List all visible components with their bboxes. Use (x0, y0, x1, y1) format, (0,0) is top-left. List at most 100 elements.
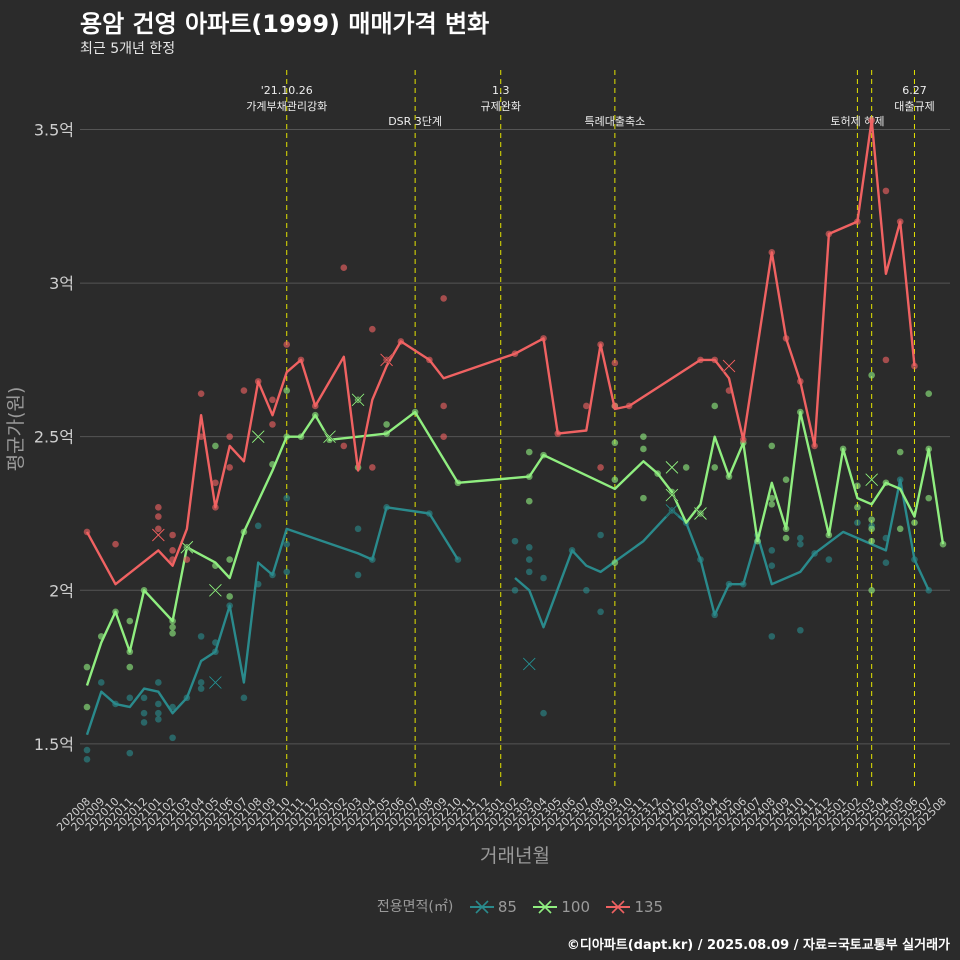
point-135-13 (226, 433, 233, 440)
point-85-55 (768, 562, 776, 570)
point-85-0 (83, 746, 91, 754)
legend-item-135: 135 (606, 898, 663, 916)
source-caption: ©디아파트(dapt.kr) / 2025.08.09 / 자료=국토교통부 실… (566, 938, 950, 953)
point-85-23 (254, 522, 262, 530)
legend-label-135: 135 (634, 898, 664, 916)
point-100-0 (83, 663, 91, 671)
event-label-2-0: 1.3 (492, 84, 510, 97)
point-100-67 (896, 525, 904, 533)
event-label-6-1: 대출규제 (894, 100, 934, 113)
cross-marker-100-4 (351, 393, 365, 407)
point-85-39 (525, 568, 533, 576)
cross-stroke-d (722, 359, 736, 373)
cross-stroke-d (665, 461, 679, 474)
point-135-35 (583, 402, 590, 410)
point-100-49 (768, 442, 776, 450)
y-tick-label-1: 2억 (49, 581, 74, 600)
point-135-7 (169, 547, 176, 554)
point-85-12 (155, 716, 162, 723)
point-85-41 (540, 709, 547, 717)
legend: 전용면적(㎡) 85 100 135 (0, 896, 960, 916)
point-135-17 (269, 396, 276, 404)
point-100-59 (854, 504, 861, 511)
point-135-9 (197, 390, 205, 397)
cross-stroke-d (251, 430, 265, 444)
point-85-38 (525, 556, 533, 563)
event-label-3-0: 특례대출축소 (584, 115, 645, 128)
cross-marker-135-0 (151, 528, 165, 542)
point-100-44 (711, 402, 719, 410)
series-line-85-1 (514, 478, 930, 629)
cross-marker-100-3 (323, 430, 337, 444)
point-100-61 (868, 516, 875, 523)
point-85-44 (597, 531, 604, 539)
point-100-33 (611, 439, 619, 447)
point-85-64 (882, 559, 890, 566)
point-85-4 (126, 749, 134, 757)
cross-stroke-d (865, 473, 879, 487)
cross-stroke-d (380, 353, 393, 367)
point-135-6 (169, 531, 176, 539)
point-85-53 (768, 547, 776, 554)
point-135-19 (283, 341, 291, 348)
series-line-100-0 (85, 410, 945, 686)
cross-marker-100-0 (180, 540, 194, 554)
point-135-18 (269, 421, 276, 428)
point-135-39 (611, 359, 619, 367)
point-85-58 (797, 540, 804, 548)
cross-stroke-d (694, 507, 707, 520)
point-100-9 (169, 630, 176, 637)
cross-marker-135-2 (722, 359, 736, 373)
point-100-42 (682, 464, 690, 471)
point-100-4 (126, 617, 134, 625)
series-100 (83, 371, 947, 711)
point-85-30 (354, 571, 362, 579)
point-85-37 (525, 543, 533, 551)
point-100-68 (911, 519, 918, 527)
point-100-66 (896, 448, 904, 456)
event-label-0-1: 가계부채관리강화 (246, 100, 327, 113)
point-100-1 (83, 703, 91, 711)
point-85-60 (825, 556, 833, 563)
point-100-38 (640, 433, 647, 440)
point-135-55 (911, 362, 918, 370)
point-100-54 (782, 534, 790, 542)
point-85-27 (283, 568, 291, 576)
event-label-0-0: '21.10.26 (261, 84, 313, 97)
cross-marker-135-1 (380, 353, 394, 367)
point-100-63 (868, 525, 875, 533)
point-135-53 (882, 356, 890, 364)
y-tick-label-4: 3.5억 (34, 120, 74, 139)
point-135-29 (440, 295, 447, 302)
point-100-64 (868, 586, 875, 594)
cross-stroke-d (323, 430, 336, 444)
point-85-40 (540, 574, 547, 582)
point-85-56 (797, 626, 804, 634)
cross-marker-85-1 (522, 657, 536, 671)
point-100-39 (640, 494, 647, 502)
point-85-5 (126, 694, 134, 702)
point-100-5 (126, 663, 134, 671)
point-85-35 (511, 537, 519, 545)
point-100-70 (925, 494, 933, 502)
point-100-52 (782, 476, 790, 483)
point-100-37 (640, 445, 647, 453)
point-135-4 (155, 513, 162, 520)
point-100-8 (169, 623, 176, 631)
point-135-11 (212, 479, 219, 487)
cross-stroke-d (180, 540, 194, 554)
point-85-57 (797, 534, 804, 542)
legend-item-85: 85 (469, 898, 517, 916)
y-tick-label-3: 3억 (49, 274, 74, 293)
point-85-29 (354, 525, 362, 533)
legend-key-135 (606, 900, 631, 914)
y-tick-label-2: 2.5억 (34, 428, 74, 447)
point-100-14 (226, 593, 233, 600)
point-135-15 (240, 387, 248, 394)
point-85-45 (597, 608, 604, 616)
point-85-43 (583, 586, 590, 594)
chart-subtitle: 최근 5개년 한정 (80, 41, 176, 57)
legend-label-85: 85 (497, 898, 517, 916)
event-label-1-0: DSR 3단계 (388, 115, 442, 128)
series-line-135-0 (85, 118, 916, 586)
